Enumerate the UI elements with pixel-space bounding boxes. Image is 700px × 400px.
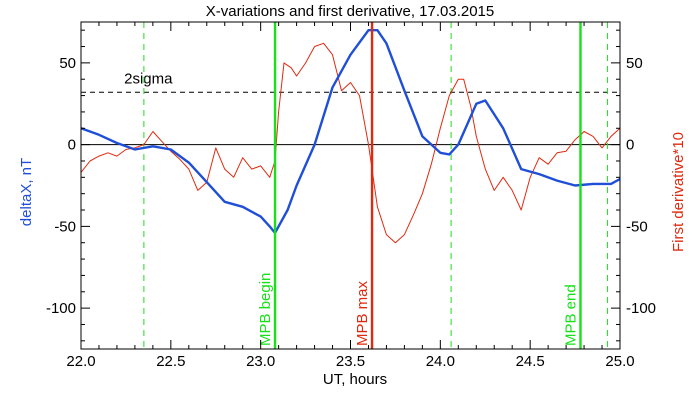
y-tick-label-right: -50 (626, 218, 648, 235)
chart-title: X-variations and first derivative, 17.03… (206, 3, 495, 20)
two-sigma-label: 2sigma (124, 70, 173, 87)
y-tick-label-right: -100 (626, 300, 656, 317)
y-axis-left-label: deltaX, nT (18, 158, 35, 226)
y-axis-right-label: First derivative*10 (670, 132, 687, 252)
x-tick-label: 24.5 (516, 353, 545, 370)
marker-label-mpb-end: MPB end (563, 284, 580, 346)
deltax-series-line (80, 29, 621, 235)
x-axis-label: UT, hours (323, 371, 387, 388)
marker-label-mpb-max: MPB max (354, 280, 371, 346)
y-tick-label-left: 50 (59, 55, 76, 72)
x-tick-label: 23.0 (246, 353, 275, 370)
x-tick-label: 24.0 (426, 353, 455, 370)
x-tick-label: 22.5 (156, 353, 185, 370)
y-tick-label-left: -100 (46, 300, 76, 317)
marker-label-mpb-begin: MPB begin (257, 273, 274, 346)
y-tick-label-right: 0 (626, 137, 634, 154)
y-tick-label-left: -50 (54, 218, 76, 235)
x-tick-label: 25.0 (605, 353, 634, 370)
axes: 22.0 22.5 23.0 23.5 24.0 24.5 25.0 50 0 -50 -100 50… (46, 21, 656, 370)
y-tick-label-right: 50 (626, 55, 643, 72)
x-tick-label: 23.5 (336, 353, 365, 370)
plot-area: 2sigma MPB begin MPB max MPB end (80, 22, 621, 349)
derivative-series-line (80, 42, 621, 244)
x-tick-label: 22.0 (66, 353, 95, 370)
y-tick-label-left: 0 (68, 137, 76, 154)
